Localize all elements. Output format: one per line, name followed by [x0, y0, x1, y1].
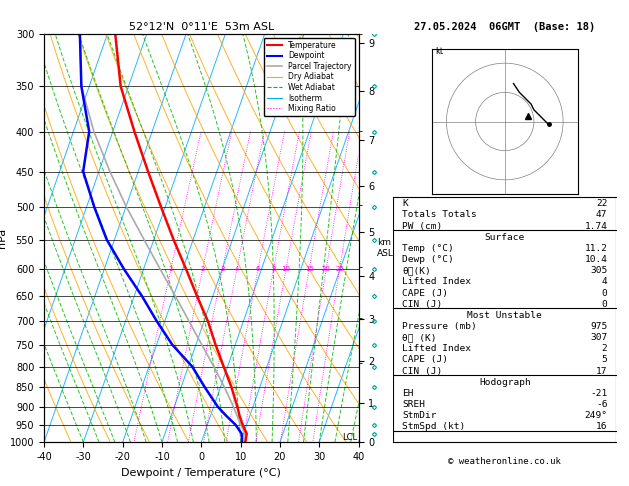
Text: 6: 6	[256, 266, 260, 272]
Text: Lifted Index: Lifted Index	[402, 344, 471, 353]
Text: PW (cm): PW (cm)	[402, 222, 442, 230]
Text: EH: EH	[402, 389, 413, 398]
Y-axis label: hPa: hPa	[0, 228, 7, 248]
Text: 0: 0	[602, 300, 608, 309]
Y-axis label: km
ASL: km ASL	[377, 238, 394, 258]
Text: StmDir: StmDir	[402, 411, 437, 420]
Text: 307: 307	[590, 333, 608, 342]
Text: Totals Totals: Totals Totals	[402, 210, 477, 220]
Title: 52°12'N  0°11'E  53m ASL: 52°12'N 0°11'E 53m ASL	[129, 22, 274, 32]
Text: 4: 4	[602, 278, 608, 286]
Text: 17: 17	[596, 366, 608, 376]
Text: 975: 975	[590, 322, 608, 331]
Text: 11.2: 11.2	[584, 244, 608, 253]
Text: © weatheronline.co.uk: © weatheronline.co.uk	[448, 457, 561, 466]
Text: 47: 47	[596, 210, 608, 220]
Text: CAPE (J): CAPE (J)	[402, 289, 448, 297]
Text: CIN (J): CIN (J)	[402, 300, 442, 309]
Text: 10.4: 10.4	[584, 255, 608, 264]
Text: CAPE (J): CAPE (J)	[402, 355, 448, 364]
Text: Pressure (mb): Pressure (mb)	[402, 322, 477, 331]
Text: 16: 16	[596, 422, 608, 432]
Text: kt: kt	[435, 48, 443, 56]
Text: 2: 2	[602, 344, 608, 353]
Text: Surface: Surface	[485, 233, 525, 242]
Text: 3: 3	[220, 266, 225, 272]
Text: 249°: 249°	[584, 411, 608, 420]
Text: CIN (J): CIN (J)	[402, 366, 442, 376]
Text: K: K	[402, 199, 408, 208]
Text: Most Unstable: Most Unstable	[467, 311, 542, 320]
Text: 1: 1	[169, 266, 173, 272]
Text: 0: 0	[602, 289, 608, 297]
Text: 2: 2	[201, 266, 205, 272]
Text: Temp (°C): Temp (°C)	[402, 244, 454, 253]
Text: 4: 4	[235, 266, 239, 272]
Text: θᴇ(K): θᴇ(K)	[402, 266, 431, 275]
Text: 10: 10	[282, 266, 291, 272]
Text: SREH: SREH	[402, 400, 425, 409]
Text: -6: -6	[596, 400, 608, 409]
Text: Lifted Index: Lifted Index	[402, 278, 471, 286]
Text: 305: 305	[590, 266, 608, 275]
Text: 5: 5	[602, 355, 608, 364]
Text: -21: -21	[590, 389, 608, 398]
Legend: Temperature, Dewpoint, Parcel Trajectory, Dry Adiabat, Wet Adiabat, Isotherm, Mi: Temperature, Dewpoint, Parcel Trajectory…	[264, 38, 355, 116]
Text: 8: 8	[271, 266, 276, 272]
X-axis label: Dewpoint / Temperature (°C): Dewpoint / Temperature (°C)	[121, 468, 281, 478]
Text: 20: 20	[322, 266, 331, 272]
Text: θᴇ (K): θᴇ (K)	[402, 333, 437, 342]
Text: 25: 25	[335, 266, 344, 272]
Text: Hodograph: Hodograph	[479, 378, 531, 387]
Text: StmSpd (kt): StmSpd (kt)	[402, 422, 465, 432]
Text: 22: 22	[596, 199, 608, 208]
Text: LCL: LCL	[342, 433, 357, 442]
Text: 27.05.2024  06GMT  (Base: 18): 27.05.2024 06GMT (Base: 18)	[414, 22, 596, 32]
Text: Dewp (°C): Dewp (°C)	[402, 255, 454, 264]
Text: 1.74: 1.74	[584, 222, 608, 230]
Text: 15: 15	[304, 266, 314, 272]
